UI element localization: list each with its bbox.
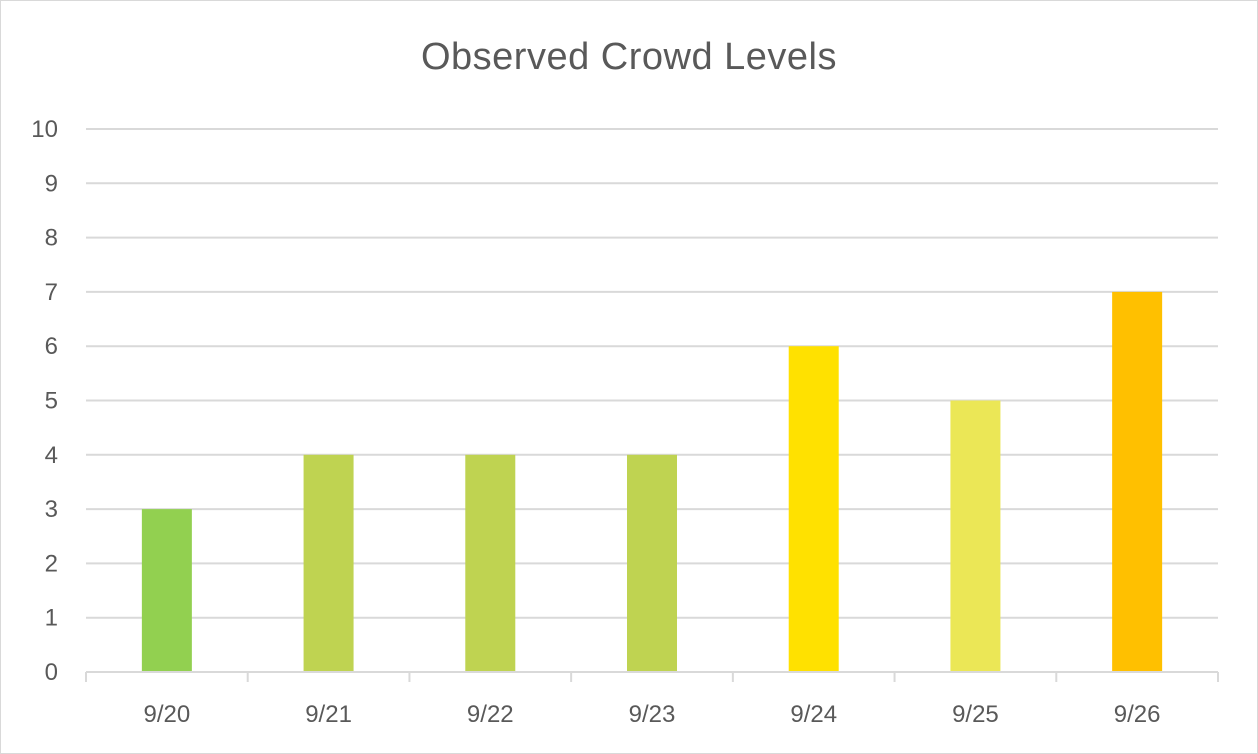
x-axis-ticks: 9/20 9/21 9/22 9/23 9/24 9/25 9/26 <box>143 701 1160 728</box>
x-tick-label: 9/21 <box>305 701 352 728</box>
y-tick-label: 0 <box>45 659 58 686</box>
y-tick-label: 2 <box>45 550 58 577</box>
y-tick-label: 3 <box>45 496 58 523</box>
bar-9-21 <box>303 454 354 672</box>
y-tick-label: 8 <box>45 225 58 252</box>
y-tick-label: 5 <box>45 388 58 415</box>
x-tick-label: 9/23 <box>629 701 676 728</box>
bar-9-24 <box>788 346 839 672</box>
x-tick-label: 9/26 <box>1114 701 1161 728</box>
y-axis-ticks: 0 1 2 3 4 5 6 7 8 9 10 <box>31 116 58 686</box>
x-tick-label: 9/25 <box>952 701 999 728</box>
bar-9-26 <box>1112 291 1163 672</box>
y-tick-label: 10 <box>31 116 58 143</box>
y-tick-label: 7 <box>45 279 58 306</box>
y-tick-label: 9 <box>45 170 58 197</box>
x-tick-label: 9/22 <box>467 701 514 728</box>
y-tick-label: 4 <box>45 442 58 469</box>
bar-9-22 <box>465 454 516 672</box>
y-tick-label: 6 <box>45 333 58 360</box>
bar-9-20 <box>141 509 192 672</box>
bars <box>141 291 1163 672</box>
bar-9-23 <box>627 454 677 672</box>
x-tick-label: 9/20 <box>143 701 190 728</box>
y-tick-label: 1 <box>45 605 58 632</box>
chart-title: Observed Crowd Levels <box>420 36 837 78</box>
x-axis <box>85 671 1219 682</box>
bar-9-25 <box>950 400 1001 672</box>
x-tick-label: 9/24 <box>790 701 837 728</box>
